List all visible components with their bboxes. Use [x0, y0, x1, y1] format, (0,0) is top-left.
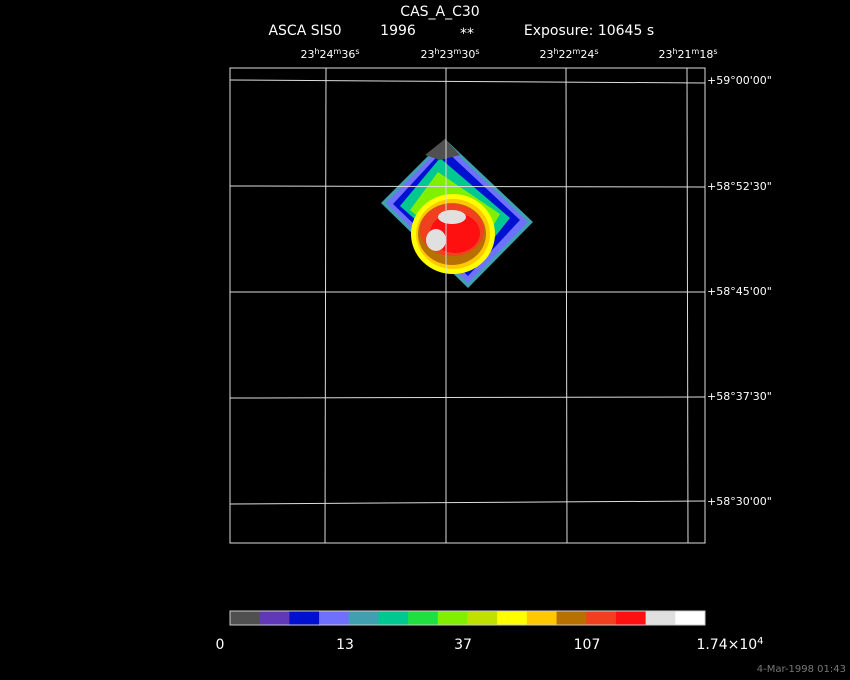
label-part: 23: [300, 48, 314, 61]
label: 23h23m30s: [420, 47, 479, 62]
colorbar-swatch: [408, 611, 439, 625]
colorbar-swatch: [497, 611, 528, 625]
label-part: 18: [699, 48, 713, 61]
colorbar-swatch: [586, 611, 617, 625]
label-part: 13: [336, 637, 354, 653]
dec-label: +59°00'00": [707, 74, 772, 87]
instrument: ASCA SIS0: [268, 23, 341, 39]
superscript: h: [434, 47, 439, 56]
label-part: 24: [320, 48, 334, 61]
superscript: s: [713, 47, 717, 56]
label: 23h22m24s: [539, 47, 598, 62]
label-part: 0: [216, 637, 225, 653]
colorbar-swatch: [615, 611, 647, 625]
colorbar-label: 0: [216, 637, 225, 653]
superscript: s: [475, 47, 479, 56]
title: CAS_A_C30: [400, 4, 479, 20]
superscript: h: [553, 47, 558, 56]
superscript: 4: [757, 636, 763, 647]
colorbar-frame: [229, 610, 706, 626]
label-part: 23: [420, 48, 434, 61]
colorbar-swatch: [289, 611, 320, 625]
colorbar-label: 107: [574, 637, 601, 653]
label: 23h24m36s: [300, 47, 359, 62]
label-part: 23: [440, 48, 454, 61]
dec-label: +58°30'00": [707, 495, 772, 508]
label-part: 1.74×10: [696, 637, 757, 653]
colorbar-swatch: [378, 611, 409, 625]
colorbar-label: 37: [454, 637, 472, 653]
image: [381, 139, 533, 288]
superscript: h: [672, 47, 677, 56]
colorbar-swatch: [556, 611, 587, 625]
label-part: 36: [341, 48, 355, 61]
colorbar: [230, 611, 706, 625]
colorbar-swatch: [467, 611, 498, 625]
superscript: m: [334, 47, 342, 56]
superscript: s: [355, 47, 359, 56]
label-part: 24: [580, 48, 594, 61]
superscript: h: [314, 47, 319, 56]
label-part: 37: [454, 637, 472, 653]
label-part: 23: [539, 48, 553, 61]
colorbar-swatch: [230, 611, 261, 625]
superscript: s: [594, 47, 598, 56]
ra-labels: 23h24m36s 23h23m30s 23h22m24s 23h21m18s: [300, 47, 717, 62]
colorbar-swatch: [437, 611, 468, 625]
label: 23h21m18s: [658, 47, 717, 62]
exposure: Exposure: 10645 s: [524, 23, 654, 39]
dec-label: +58°37'30": [707, 390, 772, 403]
colorbar-label: 13: [336, 637, 354, 653]
label-part: 22: [559, 48, 573, 61]
colorbar-swatch: [259, 611, 290, 625]
colorbar-swatch: [645, 611, 676, 625]
dec-label: +58°52'30": [707, 180, 772, 193]
coordinate-grid: [229, 67, 706, 544]
label-part: 107: [574, 637, 601, 653]
year: 1996: [380, 23, 416, 39]
label-part: 30: [461, 48, 475, 61]
superscript: m: [573, 47, 581, 56]
flag: **: [460, 26, 474, 42]
colorbar-swatch: [348, 611, 379, 625]
superscript: m: [454, 47, 462, 56]
colorbar-swatch: [319, 611, 350, 625]
colorbar-labels: 0 13 37 107 1.74×104: [216, 636, 764, 654]
colorbar-swatch: [675, 611, 706, 625]
label-part: 23: [658, 48, 672, 61]
label-part: 21: [678, 48, 692, 61]
superscript: m: [692, 47, 700, 56]
timestamp: 4-Mar-1998 01:43: [757, 664, 846, 675]
colorbar-label: 1.74×104: [696, 636, 763, 654]
colorbar-swatch: [526, 611, 558, 625]
dec-label: +58°45'00": [707, 285, 772, 298]
dec-labels: +59°00'00" +58°52'30" +58°45'00" +58°37'30"…: [707, 74, 772, 508]
